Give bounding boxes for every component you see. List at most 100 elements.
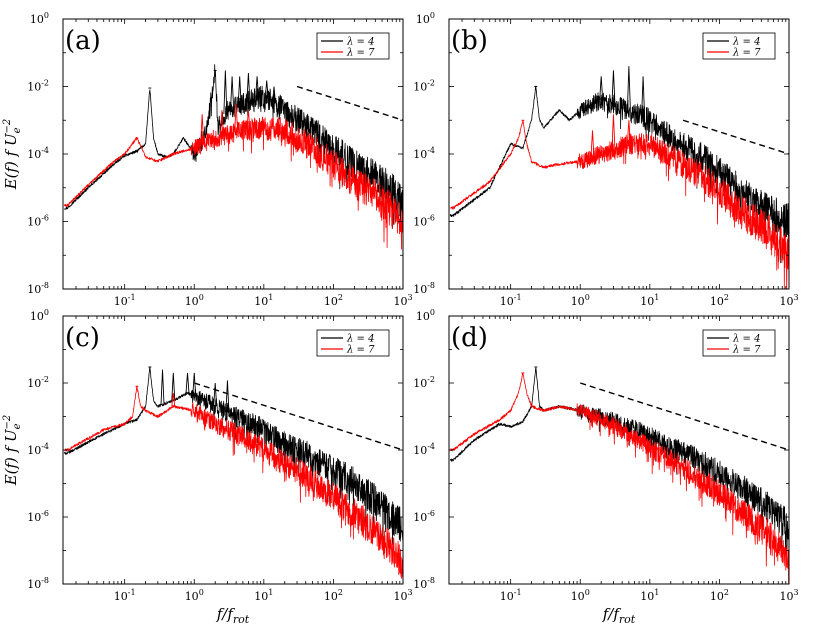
series-peak [611, 114, 616, 150]
legend-label: λ = 4 [732, 334, 760, 345]
x-tick-label: 100 [571, 293, 590, 308]
legend-label: λ = 4 [346, 334, 374, 345]
series-line-lambda7 [64, 385, 403, 579]
x-tick-label: 10-1 [114, 293, 136, 308]
x-tick-label: 100 [185, 293, 204, 308]
series-peak [200, 114, 205, 145]
series-peak [237, 76, 242, 106]
legend-label: λ = 7 [732, 345, 761, 356]
reference-slope-line [580, 382, 790, 451]
panel-label: (a) [65, 26, 101, 56]
series-line-lambda7 [64, 116, 403, 250]
series-peak [225, 380, 230, 413]
x-axis-title: f/frot [216, 605, 250, 626]
x-tick-label: 101 [640, 588, 659, 603]
panel-a: 10-1 100 101 102 103 10-8 10-6 10-4 10-2 100 (a) λ … [27, 11, 412, 308]
series-peak [171, 393, 176, 407]
series-group [64, 64, 403, 250]
legend-box [702, 32, 776, 60]
legend: λ = 4λ = 7 [316, 32, 390, 60]
legend-box [316, 32, 390, 60]
x-tick-label: 100 [185, 588, 204, 603]
panel-c: 10-1 100 101 102 103 10-8 10-6 10-4 10-2 100 (c) λ … [27, 308, 412, 603]
series-peak [611, 70, 616, 105]
x-tick-label: 10-1 [114, 588, 136, 603]
x-tick-label: 101 [254, 588, 273, 603]
series-line-lambda4 [64, 64, 403, 232]
series-peak [246, 110, 251, 130]
y-tick-label: 10-2 [27, 375, 49, 390]
x-tick-label: 102 [324, 293, 343, 308]
x-tick-label: 103 [779, 588, 798, 603]
legend: λ = 4λ = 7 [316, 329, 390, 357]
series-peak [272, 86, 276, 104]
legend-box [316, 329, 390, 357]
series-line-lambda7 [450, 120, 789, 289]
x-tick-label: 102 [710, 293, 729, 308]
y-tick-label: 10-6 [27, 509, 49, 524]
reference-slope-line [682, 119, 790, 155]
series-peak [246, 73, 251, 102]
series-peak [160, 369, 165, 405]
y-tick-label: 10-2 [27, 79, 49, 94]
legend-label: λ = 7 [346, 345, 375, 356]
x-tick-label: 102 [324, 588, 343, 603]
series-line-lambda4 [450, 367, 789, 561]
reference-slope-line [296, 85, 404, 121]
series-group [64, 366, 403, 579]
x-tick-label: 10-1 [500, 293, 522, 308]
legend-box [702, 329, 776, 357]
series-peak [626, 120, 631, 144]
x-tick-label: 101 [254, 293, 273, 308]
legend: λ = 4λ = 7 [702, 32, 776, 60]
y-tick-label: 10-8 [27, 281, 49, 296]
x-tick-label: 103 [393, 588, 412, 603]
y-tick-label: 10-8 [413, 281, 435, 296]
series-peak [264, 80, 269, 99]
y-tick-label: 10-2 [413, 79, 435, 94]
y-tick-label: 100 [30, 308, 49, 323]
series-peak [171, 372, 176, 401]
y-axis-title: E(f) f Ue−2 [2, 119, 23, 191]
series-peak [192, 372, 197, 397]
x-tick-label: 103 [779, 293, 798, 308]
y-tick-label: 10-4 [27, 146, 49, 161]
reference-slope-line [194, 382, 404, 451]
legend-label: λ = 7 [346, 48, 375, 59]
x-axis-title: f/frot [602, 605, 636, 626]
series-line-lambda4 [450, 85, 789, 264]
series-peak [219, 110, 224, 137]
y-tick-label: 10-2 [413, 375, 435, 390]
panel-d: 10-1 100 101 102 103 10-8 10-6 10-4 10-2 100 (d) λ … [413, 308, 798, 603]
y-tick-label: 10-4 [27, 442, 49, 457]
y-axis-title: E(f) f Ue−2 [2, 415, 23, 487]
series-line-lambda7 [450, 372, 789, 584]
x-tick-label: 103 [393, 293, 412, 308]
series-peak [185, 372, 190, 394]
legend-label: λ = 7 [732, 48, 761, 59]
x-tick-label: 101 [640, 293, 659, 308]
y-tick-label: 10-8 [27, 576, 49, 591]
legend-label: λ = 4 [732, 37, 760, 48]
y-tick-label: 100 [416, 11, 435, 26]
y-tick-label: 10-6 [413, 509, 435, 524]
legend: λ = 4λ = 7 [702, 329, 776, 357]
series-group [450, 66, 789, 289]
x-tick-label: 102 [710, 588, 729, 603]
panel-label: (c) [65, 323, 100, 353]
series-peak [590, 130, 595, 158]
series-peak [255, 76, 260, 99]
x-tick-label: 100 [571, 588, 590, 603]
panel-label: (b) [451, 26, 488, 56]
series-peak [626, 66, 631, 111]
series-peak [213, 382, 218, 407]
series-peak [641, 76, 646, 117]
series-peak [197, 406, 202, 415]
legend-label: λ = 4 [346, 37, 374, 48]
y-tick-label: 100 [30, 11, 49, 26]
y-tick-label: 10-6 [27, 214, 49, 229]
panel-label: (d) [451, 323, 488, 353]
series-group [450, 366, 789, 584]
series-peak [230, 76, 235, 109]
